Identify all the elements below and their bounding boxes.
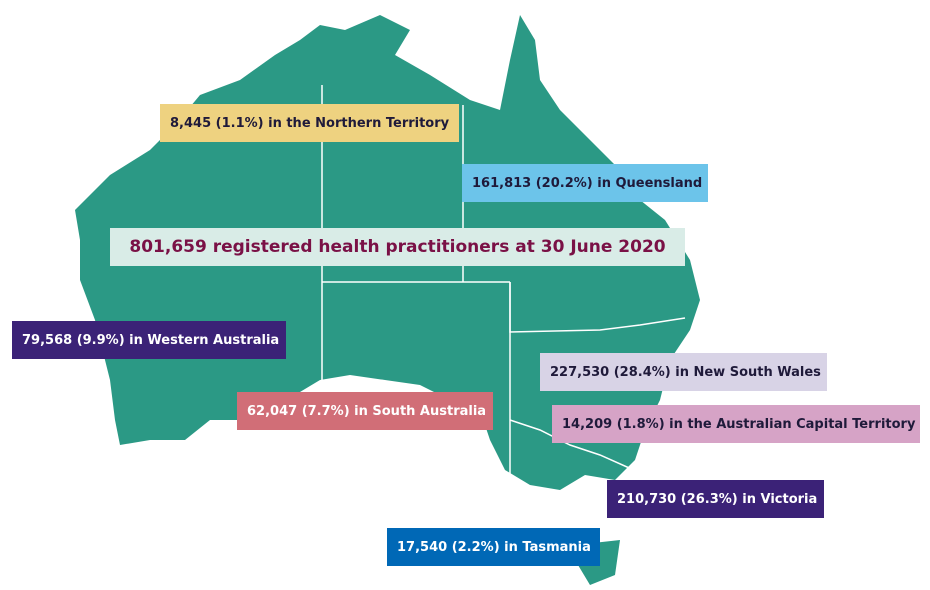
nt-label: 8,445 (1.1%) in the Northern Territory [160,104,460,142]
nsw-vic-border [509,419,646,476]
vic-label: 210,730 (26.3%) in Victoria [607,480,824,518]
tas-label: 17,540 (2.2%) in Tasmania [387,528,600,566]
sa-label: 62,047 (7.7%) in South Australia [237,392,493,430]
wa-label: 79,568 (9.9%) in Western Australia [12,321,286,359]
title: 801,659 registered health practitioners … [110,228,685,266]
nsw-label: 227,530 (28.4%) in New South Wales [540,353,827,391]
act-label: 14,209 (1.8%) in the Australian Capital … [552,405,920,443]
qld-label: 161,813 (20.2%) in Queensland [462,164,708,202]
